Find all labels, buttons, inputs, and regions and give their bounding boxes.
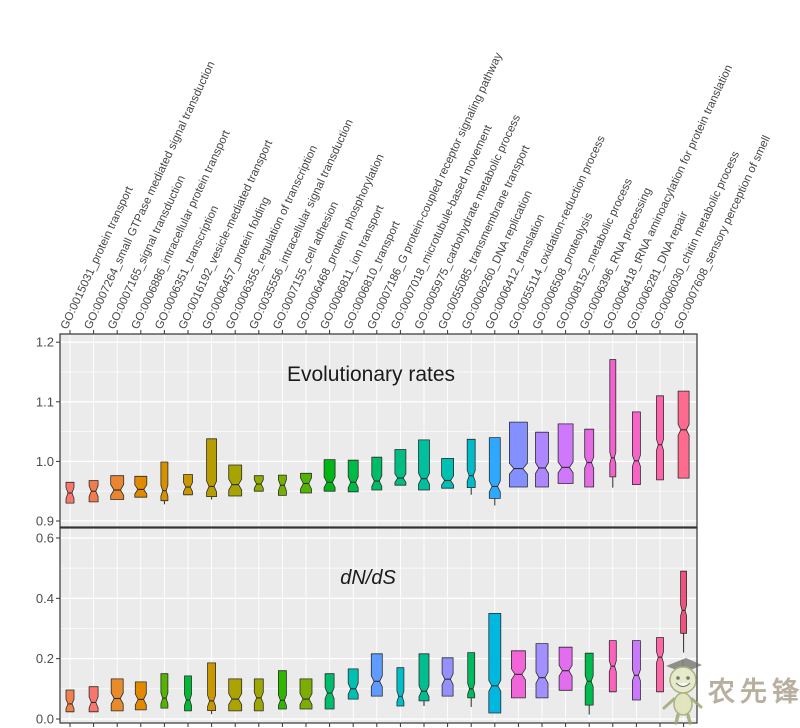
boxplot-box-1-5 (184, 675, 192, 712)
boxplot-box-1-3 (134, 681, 147, 711)
boxplot-box-1-15 (418, 653, 430, 702)
boxplot-box-0-24 (632, 411, 641, 486)
boxplot-box-1-0 (65, 689, 75, 713)
y-tick-label: 0.6 (36, 530, 54, 545)
boxplot-box-0-17 (466, 438, 476, 489)
y-tick-label: 1.1 (36, 394, 54, 409)
boxplot-box-0-11 (323, 459, 336, 492)
boxplot-box-1-10 (299, 678, 313, 710)
boxplot-box-1-25 (656, 637, 664, 693)
panel-0: 0.9 1.0 1.1 1.2 Evolutionary rates (36, 330, 698, 529)
boxplot-box-0-18 (488, 437, 501, 499)
boxplot-box-1-6 (207, 662, 217, 711)
boxplot-box-1-2 (110, 678, 124, 712)
boxplot-box-0-7 (228, 464, 243, 497)
boxplot-box-0-26 (677, 390, 690, 479)
boxplot-box-0-15 (418, 439, 430, 491)
panel-title-1: dN/dS (340, 567, 396, 589)
boxplot-box-1-26 (680, 570, 687, 634)
boxplot-box-0-20 (535, 431, 549, 488)
boxplot-box-0-23 (609, 359, 617, 478)
boxplot-box-0-22 (584, 428, 595, 488)
boxplot-box-1-24 (632, 640, 641, 701)
y-tick-label: 1.0 (36, 454, 54, 469)
boxplot-box-0-2 (110, 475, 125, 500)
boxplot-box-1-22 (584, 652, 594, 706)
boxplot-box-1-20 (535, 643, 549, 699)
panel-frame (59, 333, 698, 528)
boxplot-box-1-18 (488, 613, 502, 714)
boxplot-box-0-4 (160, 461, 169, 502)
boxplot-box-0-25 (656, 395, 664, 481)
y-tick-label: 0.4 (36, 591, 54, 606)
boxplot-box-0-8 (253, 475, 264, 492)
boxplot-box-1-9 (277, 670, 287, 710)
boxplot-box-0-16 (441, 457, 455, 489)
panel-frame (59, 527, 698, 724)
y-tick-label: 0.9 (36, 514, 54, 529)
boxplot-box-1-4 (160, 673, 169, 709)
boxplot-box-1-7 (228, 678, 243, 712)
boxplot-box-1-17 (467, 652, 476, 699)
boxplot-box-1-12 (347, 668, 359, 700)
y-tick-label: 0.2 (36, 651, 54, 666)
panel-1: 0.0 0.2 0.4 0.6 dN/dS (36, 527, 698, 727)
boxplot-box-1-13 (370, 653, 383, 697)
boxplot-box-0-21 (557, 423, 574, 484)
boxplot-box-1-8 (253, 678, 264, 712)
y-tick-label: 1.2 (36, 335, 54, 350)
boxplot-box-0-13 (371, 456, 383, 491)
boxplot-box-0-14 (394, 449, 407, 486)
boxplot-box-0-3 (134, 475, 148, 498)
boxplot-box-1-14 (396, 667, 405, 707)
boxplot-box-1-21 (558, 646, 573, 691)
y-tick-label: 0.0 (36, 712, 54, 727)
boxplot-box-0-19 (508, 421, 528, 488)
boxplot-box-0-5 (183, 474, 193, 496)
boxplot-box-1-16 (441, 657, 454, 697)
boxplot-box-0-6 (206, 438, 218, 498)
boxplot-box-1-11 (324, 673, 335, 710)
boxplot-box-0-12 (347, 459, 359, 493)
panel-title-0: Evolutionary rates (287, 363, 455, 386)
boxplot-box-1-1 (88, 686, 99, 713)
